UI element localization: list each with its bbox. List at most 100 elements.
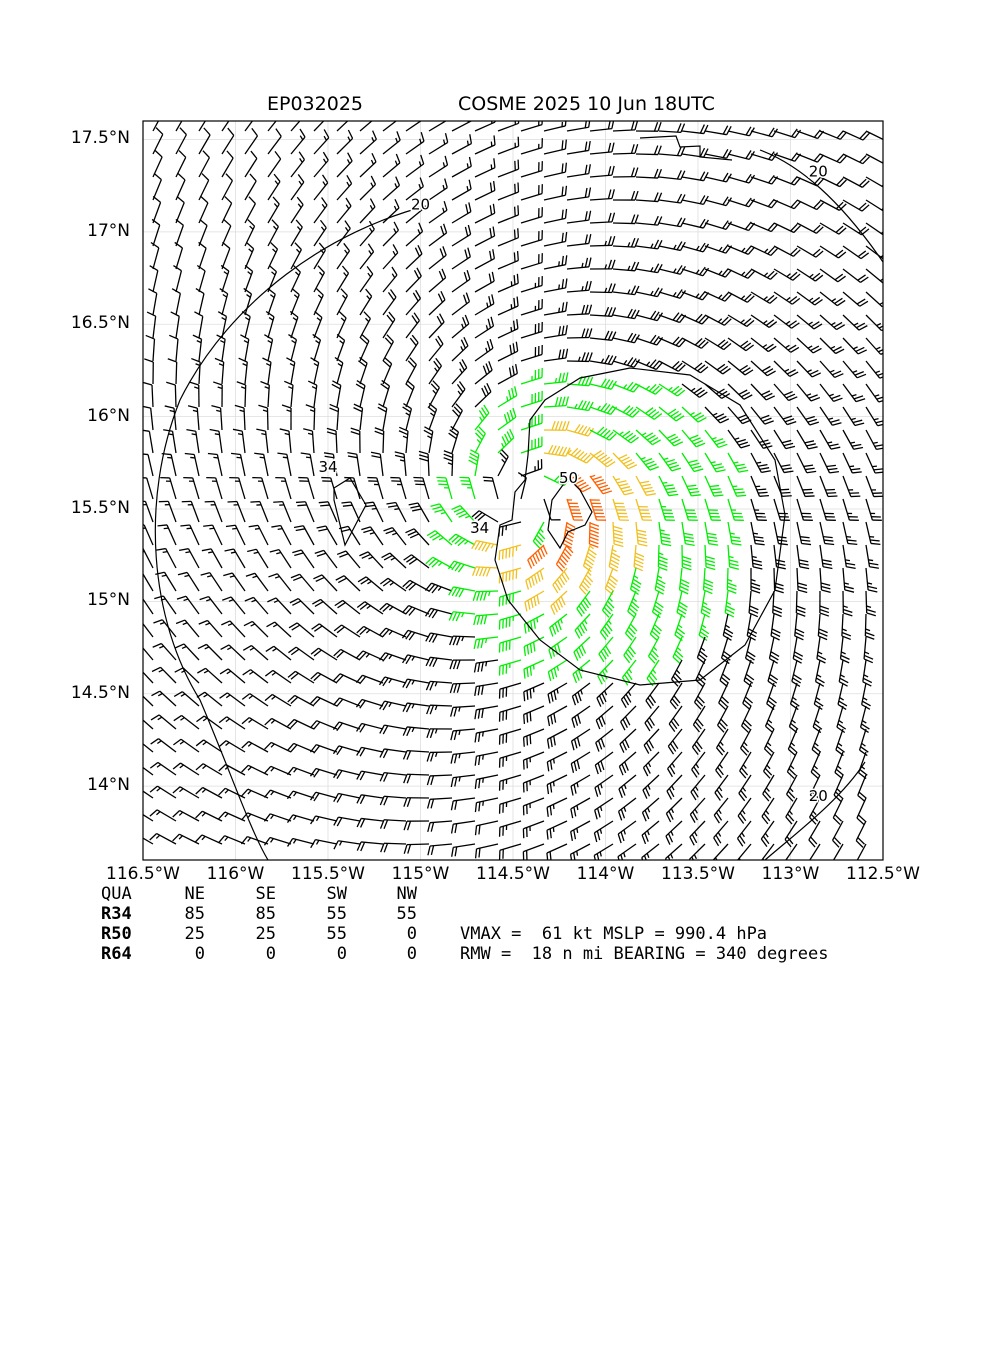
wind-barb bbox=[843, 292, 868, 306]
wind-barb bbox=[613, 357, 640, 367]
wind-barb bbox=[567, 281, 591, 292]
wind-barb bbox=[436, 477, 452, 499]
wind-barb bbox=[427, 775, 452, 785]
wind-barb bbox=[267, 622, 291, 637]
wind-barb bbox=[242, 765, 268, 775]
wind-barb bbox=[739, 775, 751, 801]
wind-barb bbox=[774, 269, 800, 280]
wind-barb bbox=[599, 637, 613, 662]
wind-barb bbox=[153, 173, 161, 200]
wind-barb bbox=[613, 309, 639, 319]
wind-barb bbox=[426, 633, 452, 643]
wind-barb bbox=[716, 752, 728, 778]
wind-barb bbox=[139, 454, 153, 476]
wind-barb bbox=[314, 311, 322, 338]
wind-barb bbox=[774, 153, 801, 162]
wind-barb bbox=[199, 196, 208, 223]
wind-barb bbox=[567, 352, 592, 361]
wind-barb bbox=[866, 269, 891, 283]
wind-barb bbox=[266, 646, 291, 660]
wind-barb bbox=[751, 568, 760, 593]
wind-barb bbox=[590, 451, 615, 467]
wind-barb bbox=[556, 545, 573, 571]
wind-barb bbox=[866, 384, 888, 402]
wind-barb bbox=[429, 179, 447, 200]
wind-barb bbox=[792, 660, 802, 686]
wind-barb bbox=[426, 557, 452, 568]
wind-barb bbox=[381, 843, 406, 852]
wind-barb bbox=[705, 499, 721, 520]
wind-barb bbox=[218, 312, 226, 338]
wind-barb bbox=[666, 821, 682, 845]
wind-barb bbox=[367, 478, 383, 499]
wind-barb bbox=[197, 692, 222, 706]
contour-label: 50 bbox=[559, 469, 578, 487]
wind-barb bbox=[659, 337, 686, 347]
wind-barb bbox=[268, 151, 281, 177]
wind-barb bbox=[797, 200, 823, 210]
wind-barb bbox=[406, 155, 424, 177]
wind-barb bbox=[788, 729, 797, 756]
wind-barb bbox=[843, 476, 860, 497]
wind-barb bbox=[357, 723, 383, 732]
wind-barb bbox=[173, 811, 199, 821]
wind-barb bbox=[196, 289, 204, 315]
wind-barb bbox=[171, 312, 179, 338]
wind-barb bbox=[751, 522, 765, 545]
wind-barb bbox=[523, 775, 544, 792]
wind-barb bbox=[866, 453, 885, 473]
wind-barb bbox=[264, 837, 291, 845]
r64-nw: 0 bbox=[407, 944, 417, 964]
wind-barb bbox=[727, 568, 736, 593]
wind-barb bbox=[451, 706, 475, 717]
wind-barb bbox=[590, 166, 614, 177]
wind-barb bbox=[613, 406, 639, 417]
wind-barb bbox=[406, 245, 422, 269]
wind-barb bbox=[728, 453, 748, 472]
wind-barb bbox=[219, 717, 245, 729]
wind-barb bbox=[380, 796, 406, 805]
wind-barb bbox=[473, 567, 498, 577]
y-tick-label: 16°N bbox=[0, 406, 130, 426]
wind-barb bbox=[429, 314, 444, 338]
wind-barb bbox=[613, 476, 634, 495]
wind-barb bbox=[327, 428, 337, 453]
wind-barb bbox=[150, 266, 158, 292]
wind-barb bbox=[429, 156, 447, 177]
wind-barb bbox=[334, 674, 360, 683]
wind-barb bbox=[659, 384, 685, 396]
wind-barb bbox=[429, 291, 445, 315]
wind-barb bbox=[429, 224, 447, 246]
wind-barb bbox=[166, 382, 176, 407]
wind-barb bbox=[245, 151, 257, 177]
wind-barb bbox=[677, 591, 687, 617]
wind-barb bbox=[183, 478, 199, 499]
wind-barb bbox=[567, 141, 590, 154]
wind-barb bbox=[153, 128, 163, 154]
wind-barb bbox=[544, 279, 567, 292]
wind-barb bbox=[313, 575, 337, 591]
wind-barb bbox=[337, 198, 351, 223]
wind-barb bbox=[332, 381, 341, 407]
wind-barb bbox=[682, 125, 708, 134]
wind-barb bbox=[787, 775, 797, 801]
wind-barb bbox=[452, 134, 471, 154]
wind-barb bbox=[751, 315, 777, 327]
wind-barb bbox=[613, 522, 623, 547]
wind-barb bbox=[264, 335, 272, 361]
wind-barb bbox=[317, 526, 337, 545]
wind-barb bbox=[452, 359, 467, 384]
wind-barb bbox=[336, 576, 360, 591]
wind-barb bbox=[500, 798, 521, 814]
y-tick-label: 14°N bbox=[0, 775, 130, 795]
wind-barb bbox=[797, 522, 811, 545]
wind-barb bbox=[596, 706, 613, 729]
wind-barb bbox=[196, 835, 222, 844]
wind-barb bbox=[173, 739, 199, 752]
wind-barb bbox=[475, 294, 494, 315]
wind-barb bbox=[426, 657, 452, 666]
wind-barb bbox=[866, 177, 892, 188]
wind-barb bbox=[728, 545, 739, 569]
wind-barb bbox=[498, 251, 518, 269]
wind-barb bbox=[222, 105, 234, 131]
